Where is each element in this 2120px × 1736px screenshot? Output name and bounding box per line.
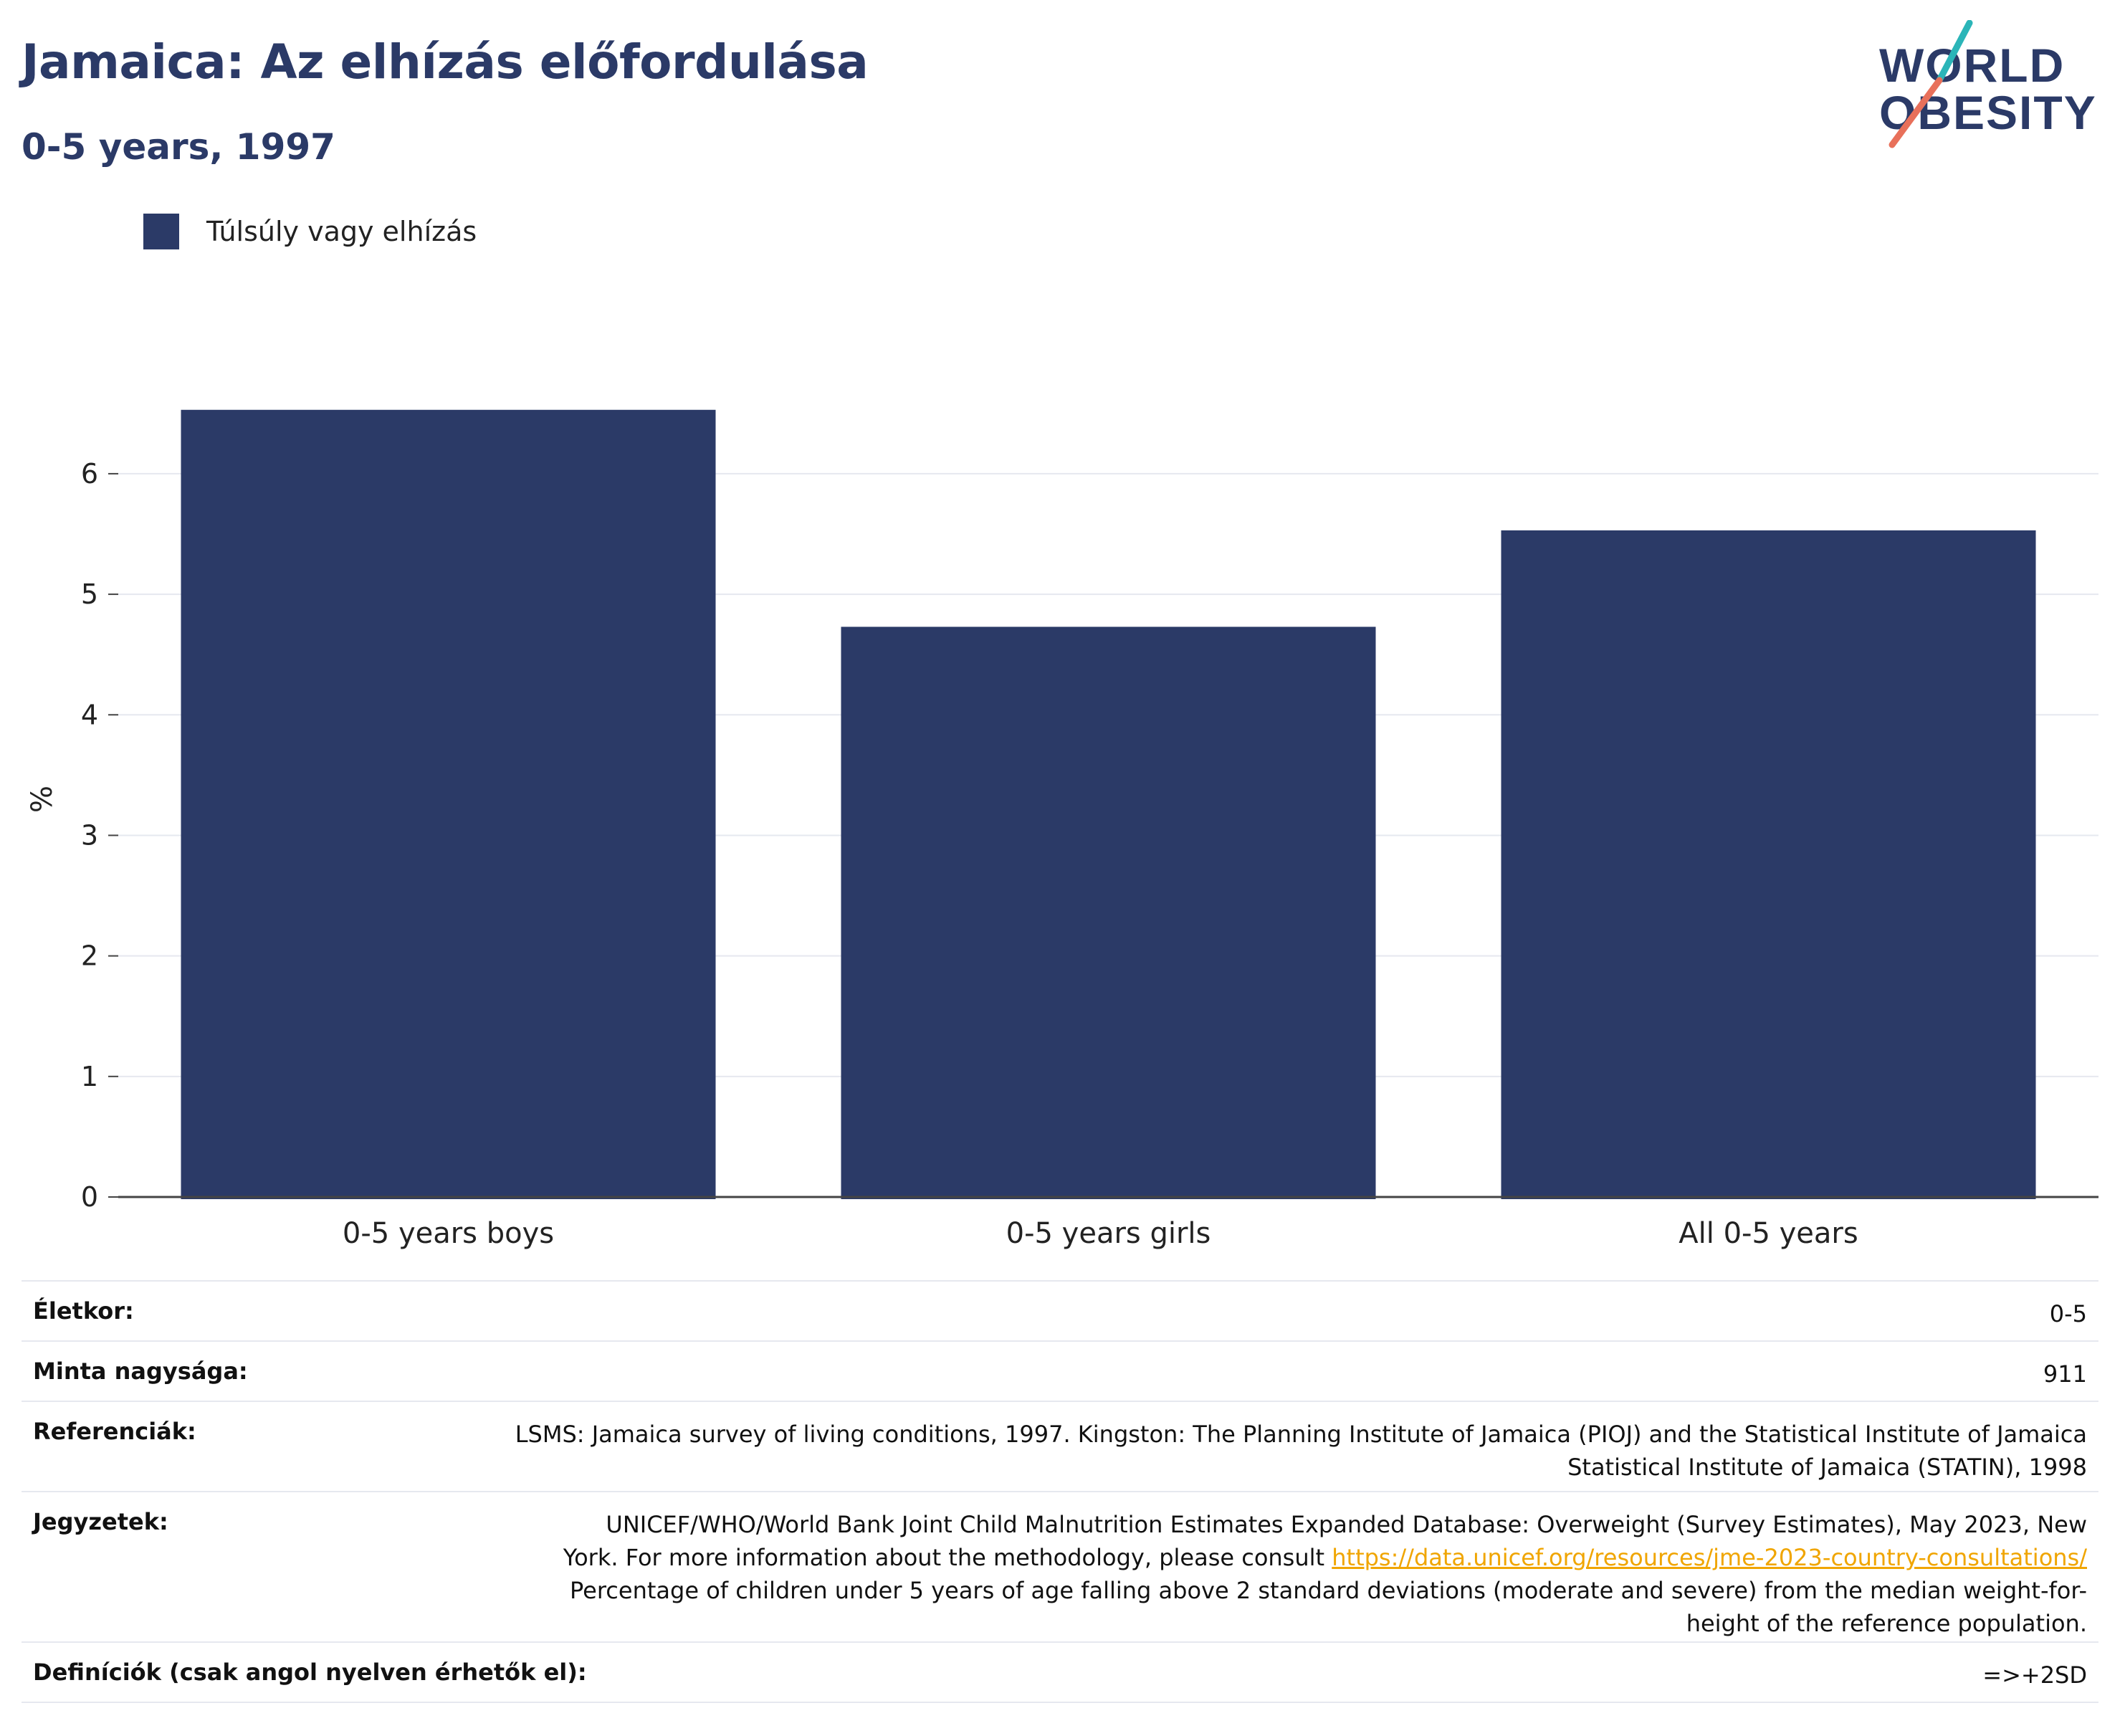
meta-row-sample: Minta nagysága: 911: [22, 1342, 2098, 1402]
meta-value-age: 0-5: [2049, 1300, 2087, 1327]
notes-line-3: Percentage of children under 5 years of …: [570, 1577, 2087, 1604]
references-line-1: LSMS: Jamaica survey of living condition…: [515, 1421, 2087, 1448]
meta-label-references: Referenciák:: [33, 1418, 196, 1445]
meta-row-definitions: Definíciók (csak angol nyelven érhetők e…: [22, 1643, 2098, 1703]
page-title: Jamaica: Az elhízás előfordulása: [22, 34, 869, 90]
logo-slash-icon: [1889, 20, 1973, 148]
y-tick-label: 1: [81, 1061, 98, 1092]
methodology-link[interactable]: https://data.unicef.org/resources/jme-20…: [1332, 1544, 2087, 1571]
meta-value-references: LSMS: Jamaica survey of living condition…: [515, 1418, 2087, 1484]
logo-text-world: WORLD: [1879, 39, 2066, 92]
metadata-table: Életkor: 0-5 Minta nagysága: 911 Referen…: [22, 1280, 2098, 1703]
meta-row-references: Referenciák: LSMS: Jamaica survey of liv…: [22, 1402, 2098, 1492]
page-subtitle: 0-5 years, 1997: [22, 126, 335, 168]
legend-swatch: [143, 214, 179, 249]
x-tick-label: 0-5 years girls: [1006, 1217, 1211, 1250]
meta-label-age: Életkor:: [33, 1297, 134, 1325]
meta-row-age: Életkor: 0-5: [22, 1282, 2098, 1342]
y-tick-label: 0: [81, 1181, 98, 1213]
x-tick-label: All 0-5 years: [1679, 1217, 1858, 1250]
y-axis-label: %: [26, 786, 59, 813]
world-obesity-logo: WORLD OBESITY: [1871, 20, 2107, 153]
notes-line-2: York. For more information about the met…: [563, 1541, 2087, 1574]
x-tick-label: 0-5 years boys: [343, 1217, 554, 1250]
meta-label-definitions: Definíciók (csak angol nyelven érhetők e…: [33, 1659, 587, 1686]
y-tick-label: 6: [81, 458, 98, 490]
chart-legend: Túlsúly vagy elhízás: [143, 214, 477, 249]
bar: [841, 626, 1376, 1199]
meta-label-notes: Jegyzetek:: [33, 1508, 168, 1535]
notes-line-2-text: York. For more information about the met…: [563, 1544, 1332, 1571]
legend-label: Túlsúly vagy elhízás: [206, 216, 477, 247]
meta-value-definitions: =>+2SD: [1982, 1661, 2087, 1689]
bar: [181, 409, 716, 1199]
bar-chart: 0 1 2 3 4 5 6% 0-5 years boys 0-5 years girls All…: [26, 409, 2098, 1250]
meta-row-notes: Jegyzetek: UNICEF/WHO/World Bank Joint C…: [22, 1492, 2098, 1643]
y-tick-label: 3: [81, 819, 98, 851]
meta-value-notes: UNICEF/WHO/World Bank Joint Child Malnut…: [563, 1508, 2087, 1640]
meta-value-sample: 911: [2043, 1360, 2087, 1388]
y-tick-label: 2: [81, 940, 98, 972]
bar: [1501, 530, 2036, 1199]
notes-line-1: UNICEF/WHO/World Bank Joint Child Malnut…: [606, 1511, 2087, 1538]
references-line-2: Statistical Institute of Jamaica (STATIN…: [1567, 1454, 2087, 1481]
y-tick-label: 4: [81, 699, 98, 730]
meta-label-sample: Minta nagysága:: [33, 1358, 248, 1385]
notes-line-4: height of the reference population.: [1686, 1610, 2087, 1637]
y-tick-label: 5: [81, 578, 98, 610]
